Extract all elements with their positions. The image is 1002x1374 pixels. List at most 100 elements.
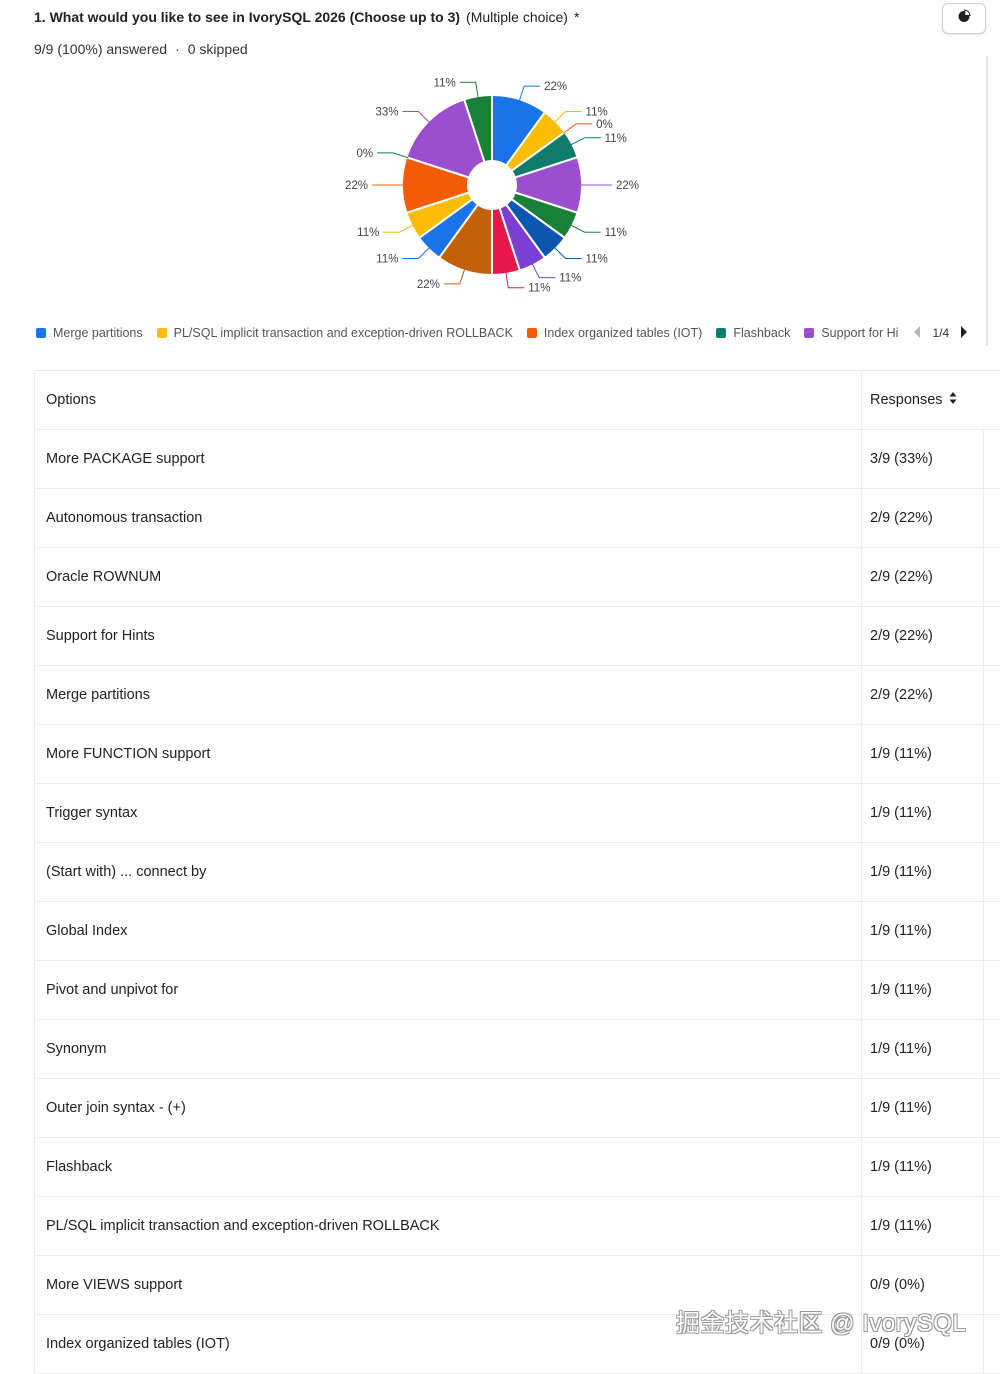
response-cell: 1/9 (11%)	[862, 1197, 984, 1255]
pie-leader-line	[402, 246, 431, 260]
sort-icon[interactable]	[949, 391, 957, 409]
option-cell: (Start with) ... connect by	[34, 843, 862, 901]
pie-leader-line	[570, 224, 601, 233]
option-cell: Support for Hints	[34, 607, 862, 665]
response-cell: 2/9 (22%)	[862, 548, 984, 606]
legend-swatch	[804, 328, 815, 338]
legend-swatch	[716, 328, 727, 338]
answered-count: 9/9 (100%) answered	[34, 41, 168, 57]
legend-prev-icon[interactable]	[912, 325, 922, 342]
watermark: 掘金技术社区 @ IvorySQL	[676, 1310, 967, 1337]
table-row: Oracle ROWNUM 2/9 (22%)	[34, 548, 1000, 607]
pie-leader-line	[377, 152, 409, 159]
question-stats: 9/9 (100%) answered · 0 skipped	[34, 41, 248, 57]
pie-leader-line	[562, 123, 593, 134]
skipped-count: 0 skipped	[187, 41, 248, 57]
legend-swatch	[36, 328, 46, 338]
pie-value-label: 0%	[356, 148, 373, 160]
legend-label: Flashback	[733, 326, 791, 340]
pie-leader-line	[459, 81, 479, 99]
pie-value-label: 11%	[586, 106, 608, 118]
pie-leader-line	[518, 85, 541, 102]
pie-value-label: 22%	[544, 81, 567, 93]
option-cell: Oracle ROWNUM	[34, 548, 862, 606]
response-cell: 1/9 (11%)	[862, 961, 984, 1019]
pie-value-label: 11%	[434, 77, 456, 89]
response-cell: 1/9 (11%)	[862, 1079, 984, 1137]
pie-leader-line	[553, 246, 582, 260]
option-cell: Trigger syntax	[34, 784, 862, 842]
pie-leader-line	[383, 224, 414, 233]
option-cell: Synonym	[34, 1020, 862, 1078]
response-cell: 1/9 (11%)	[862, 725, 984, 783]
question-type: (Multiple choice)	[466, 9, 568, 25]
responses-table: Options Responses More PACKAGE support 3/…	[34, 370, 1000, 1374]
question-title: 1. What would you like to see in IvorySQ…	[34, 9, 579, 25]
pie-value-label: 11%	[559, 273, 581, 285]
pie-value-label: 22%	[417, 279, 440, 291]
response-cell: 3/9 (33%)	[862, 430, 984, 488]
option-cell: PL/SQL implicit transaction and exceptio…	[34, 1197, 862, 1255]
pie-leader-line	[531, 263, 556, 279]
table-row: More FUNCTION support 1/9 (11%)	[34, 725, 1000, 784]
table-row: Autonomous transaction 2/9 (22%)	[34, 489, 1000, 548]
option-cell: More VIEWS support	[34, 1256, 862, 1314]
response-cell: 2/9 (22%)	[862, 489, 984, 547]
legend-label: PL/SQL implicit transaction and exceptio…	[173, 326, 513, 340]
legend-label: Index organized tables (IOT)	[543, 326, 703, 340]
donut-hole	[467, 160, 517, 210]
response-cell: 1/9 (11%)	[862, 1020, 984, 1078]
option-cell: Outer join syntax - (+)	[34, 1079, 862, 1137]
pie-chart: 22%11%0%11%22%11%11%11%11%22%11%11%22%0%…	[345, 77, 639, 294]
response-cell: 1/9 (11%)	[862, 1138, 984, 1196]
pie-chart-icon	[957, 9, 971, 28]
table-header-row: Options Responses	[34, 371, 1000, 430]
pie-value-label: 11%	[357, 227, 379, 239]
table-row: Flashback 1/9 (11%)	[34, 1138, 1000, 1197]
option-cell: More FUNCTION support	[34, 725, 862, 783]
table-row: Synonym 1/9 (11%)	[34, 1020, 1000, 1079]
chart-legend: Merge partitions PL/SQL implicit transact…	[36, 323, 969, 343]
response-cell: 1/9 (11%)	[862, 902, 984, 960]
option-cell: Global Index	[34, 902, 862, 960]
legend-item[interactable]: Support for Hi	[804, 326, 898, 340]
pie-leader-line	[570, 137, 601, 146]
table-row: Global Index 1/9 (11%)	[34, 902, 1000, 961]
legend-next-icon[interactable]	[959, 325, 969, 342]
legend-item[interactable]: Flashback	[716, 326, 790, 340]
option-cell: More PACKAGE support	[34, 430, 862, 488]
table-row: (Start with) ... connect by 1/9 (11%)	[34, 843, 1000, 902]
stats-separator: ·	[175, 41, 180, 57]
pie-value-label: 11%	[586, 254, 608, 266]
pie-value-label: 22%	[345, 180, 368, 192]
question-title-text: 1. What would you like to see in IvorySQ…	[34, 9, 461, 25]
table-row: Merge partitions 2/9 (22%)	[34, 666, 1000, 725]
legend-item[interactable]: PL/SQL implicit transaction and exceptio…	[156, 326, 513, 340]
legend-item[interactable]: Merge partitions	[36, 326, 143, 340]
response-cell: 1/9 (11%)	[862, 843, 984, 901]
legend-swatch	[526, 328, 537, 338]
response-cell: 2/9 (22%)	[862, 607, 984, 665]
chart-type-toggle-button[interactable]	[942, 3, 986, 34]
response-cell: 1/9 (11%)	[862, 784, 984, 842]
chart-scrollbar[interactable]	[986, 56, 988, 346]
pie-value-label: 22%	[616, 180, 639, 192]
option-cell: Autonomous transaction	[34, 489, 862, 547]
responses-column-header[interactable]: Responses	[862, 371, 984, 429]
legend-label: Merge partitions	[53, 326, 143, 340]
legend-swatch	[156, 328, 167, 338]
pie-leader-line	[553, 110, 582, 124]
pie-leader-line	[505, 271, 525, 289]
pie-value-label: 0%	[596, 119, 613, 131]
table-row: Outer join syntax - (+) 1/9 (11%)	[34, 1079, 1000, 1138]
table-row: Trigger syntax 1/9 (11%)	[34, 784, 1000, 843]
pie-value-label: 11%	[605, 227, 627, 239]
legend-item[interactable]: Index organized tables (IOT)	[526, 326, 703, 340]
legend-pager: 1/4	[912, 325, 969, 342]
response-cell: 0/9 (0%)	[862, 1315, 984, 1373]
pie-leader-line	[402, 110, 431, 124]
legend-page-indicator: 1/4	[932, 326, 950, 340]
option-cell: Index organized tables (IOT)	[34, 1315, 862, 1373]
pie-leader-line	[443, 268, 466, 285]
legend-label: Support for Hi	[821, 326, 899, 340]
